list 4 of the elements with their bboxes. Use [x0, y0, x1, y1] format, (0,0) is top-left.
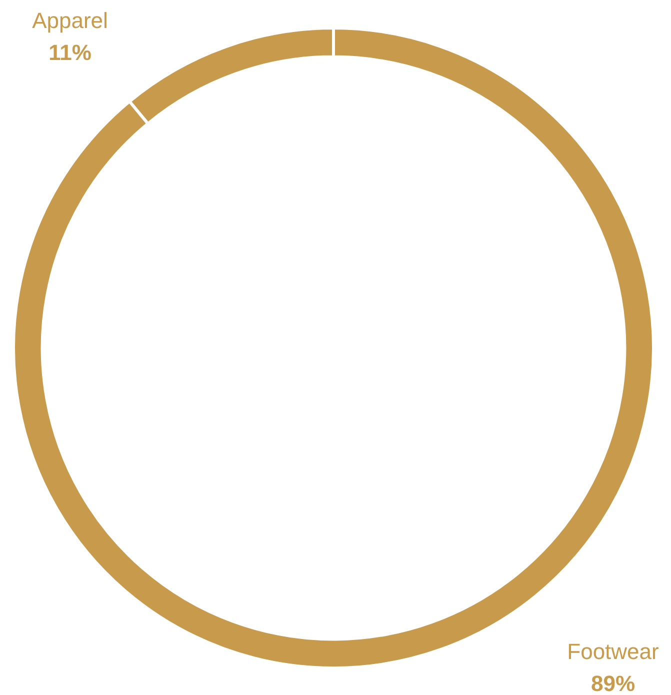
slice-label: Footwear	[567, 639, 659, 664]
data-label: 89%	[590, 671, 636, 695]
slice-label: Apparel	[32, 8, 108, 34]
data-label: 11%	[48, 40, 92, 66]
